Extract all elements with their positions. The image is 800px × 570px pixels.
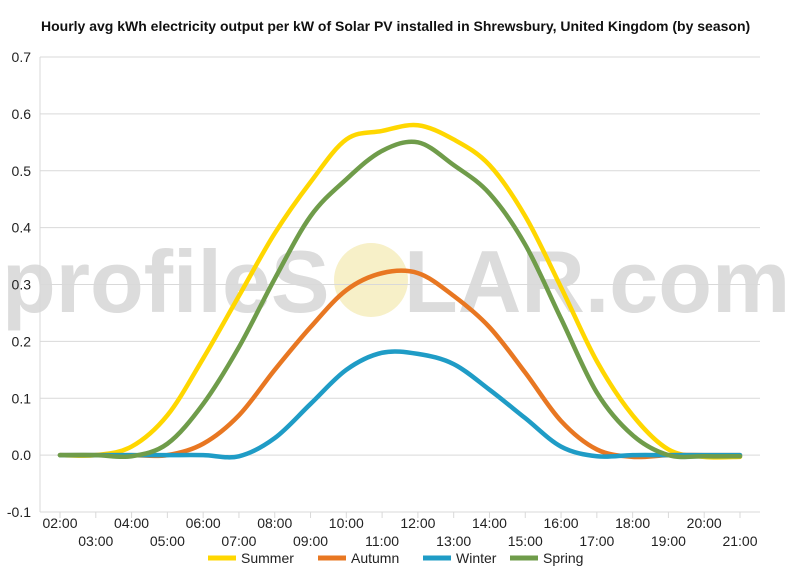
x-tick-label: 11:00 (365, 533, 399, 549)
y-tick-label: 0.7 (12, 49, 32, 65)
y-tick-label: 0.3 (12, 277, 32, 293)
y-tick-label: 0.6 (12, 106, 32, 122)
x-tick-label: 12:00 (400, 515, 435, 531)
grid-lines (39, 56, 760, 513)
x-tick-label: 19:00 (651, 533, 686, 549)
legend-label-summer: Summer (241, 550, 294, 566)
legend-label-spring: Spring (543, 550, 583, 566)
x-tick-label: 03:00 (78, 533, 113, 549)
x-tick-label: 08:00 (257, 515, 292, 531)
watermark: profileS LAR.com (2, 232, 790, 331)
x-tick-label: 06:00 (186, 515, 221, 531)
x-tick-label: 17:00 (579, 533, 614, 549)
series-line-summer (57, 122, 743, 460)
legend-label-autumn: Autumn (351, 550, 399, 566)
watermark-text-left: profileS (2, 232, 330, 331)
x-tick-label: 13:00 (436, 533, 471, 549)
y-tick-label: -0.1 (7, 504, 31, 520)
watermark-sun-icon (334, 243, 408, 317)
chart-title: Hourly avg kWh electricity output per kW… (41, 18, 751, 34)
y-tick-label: 0.5 (12, 163, 32, 179)
x-tick-label: 07:00 (221, 533, 256, 549)
x-tick-label: 09:00 (293, 533, 328, 549)
x-tick-label: 21:00 (722, 533, 757, 549)
y-tick-label: 0.2 (12, 333, 32, 349)
x-tick-label: 14:00 (472, 515, 507, 531)
legend-label-winter: Winter (456, 550, 497, 566)
x-tick-label: 20:00 (687, 515, 722, 531)
x-tick-label: 02:00 (42, 515, 77, 531)
y-axis-ticks: -0.1 0.0 0.1 0.2 0.3 0.4 0.5 0.6 0.7 (7, 49, 31, 520)
y-tick-label: 0.0 (12, 447, 32, 463)
series-line-spring (57, 139, 743, 460)
y-tick-label: 0.1 (12, 390, 32, 406)
watermark-text-right: LAR.com (404, 232, 790, 331)
x-axis-ticks: 02:0003:0004:0005:0006:0007:0008:0009:00… (42, 512, 758, 549)
series-lines (57, 122, 743, 460)
x-tick-label: 05:00 (150, 533, 185, 549)
x-tick-label: 18:00 (615, 515, 650, 531)
x-tick-label: 15:00 (508, 533, 543, 549)
x-tick-label: 16:00 (544, 515, 579, 531)
x-tick-label: 10:00 (329, 515, 364, 531)
legend: Summer Autumn Winter Spring (208, 550, 583, 566)
x-tick-label: 04:00 (114, 515, 149, 531)
y-tick-label: 0.4 (12, 220, 32, 236)
series-line-winter (57, 349, 743, 460)
